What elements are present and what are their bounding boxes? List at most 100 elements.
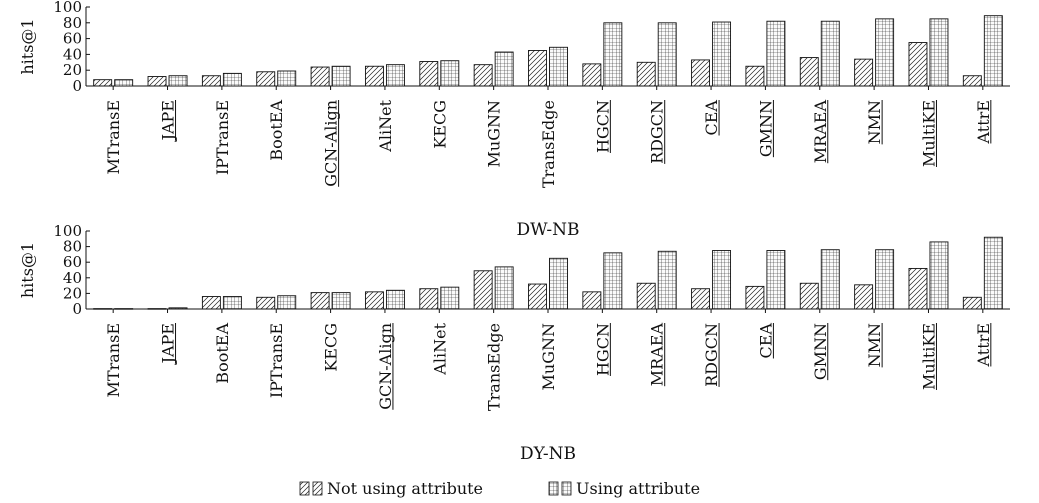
chart-title: DW-NB xyxy=(517,220,580,240)
x-tick-label-gcn-align: GCN-Align xyxy=(376,323,395,410)
bar-bootea-not-using-attribute xyxy=(201,296,221,310)
bar-transedge-using-attribute xyxy=(549,46,568,87)
bar-hgcn-not-using-attribute xyxy=(582,291,602,310)
bar-hgcn-using-attribute xyxy=(603,22,623,87)
x-tick-label-hgcn: HGCN xyxy=(593,100,612,153)
x-tick-label-mraea: MRAEA xyxy=(811,100,830,164)
bar-jape-not-using-attribute xyxy=(147,76,167,87)
y-tick-label: 0 xyxy=(72,300,82,318)
bar-jape-using-attribute xyxy=(168,75,188,87)
x-tick-label-jape: JAPE xyxy=(159,323,178,365)
bar-nmn-not-using-attribute xyxy=(854,284,874,310)
bar-nmn-using-attribute xyxy=(875,18,895,87)
y-axis-label: hits@1 xyxy=(18,18,37,74)
legend-label-not-using-attribute: Not using attribute xyxy=(327,479,483,498)
x-tick-label-gmnn: GMNN xyxy=(811,323,830,380)
bar-bootea-using-attribute xyxy=(277,70,297,87)
bar-gcn-align-not-using-attribute xyxy=(364,291,384,310)
bar-cea-not-using-attribute xyxy=(691,59,711,87)
bar-mugnn-not-using-attribute xyxy=(473,64,493,87)
bar-transedge-not-using-attribute xyxy=(528,50,547,87)
legend-swatch-not-using-attribute-b xyxy=(312,481,323,496)
bar-multike-using-attribute xyxy=(929,18,949,87)
x-tick-label-attre: AttrE xyxy=(974,323,993,367)
bar-iptranse-using-attribute xyxy=(222,72,242,87)
bar-gmnn-not-using-attribute xyxy=(799,282,819,310)
bar-gmnn-using-attribute xyxy=(766,20,786,87)
y-tick-label: 100 xyxy=(53,0,82,16)
bar-rdgcn-not-using-attribute xyxy=(691,288,711,310)
bar-jape-using-attribute xyxy=(168,307,188,310)
bar-rdgcn-using-attribute xyxy=(657,22,677,87)
x-tick-label-alinet: AliNet xyxy=(376,99,395,152)
x-tick-label-iptranse: IPTransE xyxy=(267,323,286,398)
x-tick-label-bootea: BootEA xyxy=(213,323,232,384)
bar-bootea-not-using-attribute xyxy=(256,71,276,87)
bar-alinet-not-using-attribute xyxy=(364,65,384,87)
x-tick-label-rdgcn: RDGCN xyxy=(702,323,721,387)
bar-iptranse-using-attribute xyxy=(277,295,297,310)
x-tick-label-mraea: MRAEA xyxy=(648,323,667,387)
bar-multike-not-using-attribute xyxy=(908,267,928,310)
x-tick-label-nmn: NMN xyxy=(865,323,884,367)
x-tick-label-gcn-align: GCN-Align xyxy=(322,100,341,187)
bar-mraea-not-using-attribute xyxy=(799,57,819,87)
bar-gcn-align-not-using-attribute xyxy=(310,66,330,87)
bar-cea-using-attribute xyxy=(766,250,786,310)
legend-swatch-not-using-attribute-a xyxy=(299,481,310,496)
bar-multike-using-attribute xyxy=(929,241,949,310)
x-tick-label-transedge: TransEdge xyxy=(539,100,558,188)
bar-bootea-using-attribute xyxy=(222,296,242,310)
bar-cea-using-attribute xyxy=(712,21,732,87)
bar-rdgcn-not-using-attribute xyxy=(636,61,656,87)
bar-gcn-align-using-attribute xyxy=(331,65,351,87)
x-tick-label-hgcn: HGCN xyxy=(593,323,612,376)
x-tick-label-cea: CEA xyxy=(756,323,775,359)
bar-gcn-align-using-attribute xyxy=(385,289,405,310)
chart-title: DY-NB xyxy=(520,444,576,464)
x-tick-label-mugnn: MuGNN xyxy=(485,100,504,167)
y-tick-label: 20 xyxy=(63,61,82,79)
y-tick-label: 100 xyxy=(53,222,82,240)
bar-kecg-using-attribute xyxy=(331,292,351,310)
bar-mtranse-not-using-attribute xyxy=(93,79,113,87)
bar-kecg-not-using-attribute xyxy=(310,292,330,310)
bar-alinet-using-attribute xyxy=(440,286,460,310)
bar-mugnn-not-using-attribute xyxy=(528,283,547,310)
x-tick-label-multike: MultiKE xyxy=(919,100,938,167)
x-tick-label-gmnn: GMNN xyxy=(756,100,775,157)
bar-cea-not-using-attribute xyxy=(745,285,765,310)
bar-mugnn-using-attribute xyxy=(549,257,568,310)
bar-nmn-using-attribute xyxy=(875,249,895,310)
bar-alinet-using-attribute xyxy=(385,64,405,87)
bar-iptranse-not-using-attribute xyxy=(201,75,221,87)
y-tick-label: 80 xyxy=(63,238,82,256)
bar-mraea-using-attribute xyxy=(657,250,677,310)
bar-rdgcn-using-attribute xyxy=(712,250,732,310)
x-tick-label-jape: JAPE xyxy=(159,100,178,142)
x-tick-label-kecg: KECG xyxy=(430,100,449,149)
y-tick-label: 60 xyxy=(63,30,82,48)
x-tick-label-rdgcn: RDGCN xyxy=(648,100,667,164)
legend: Not using attribute Using attribute xyxy=(299,479,700,498)
bar-transedge-not-using-attribute xyxy=(473,270,493,310)
bar-iptranse-not-using-attribute xyxy=(256,296,276,310)
bar-hgcn-not-using-attribute xyxy=(582,63,602,87)
bar-attre-using-attribute xyxy=(983,15,1003,87)
x-tick-label-transedge: TransEdge xyxy=(485,323,504,411)
x-tick-label-nmn: NMN xyxy=(865,100,884,144)
bar-transedge-using-attribute xyxy=(494,266,514,310)
y-tick-label: 0 xyxy=(72,77,82,95)
bar-mtranse-using-attribute xyxy=(114,308,134,310)
bar-attre-using-attribute xyxy=(983,236,1003,310)
bar-mraea-using-attribute xyxy=(820,20,840,87)
bar-jape-not-using-attribute xyxy=(147,308,167,310)
x-tick-label-bootea: BootEA xyxy=(267,100,286,161)
y-tick-label: 20 xyxy=(63,284,82,302)
bar-multike-not-using-attribute xyxy=(908,42,928,87)
x-tick-label-kecg: KECG xyxy=(322,323,341,372)
bar-mtranse-using-attribute xyxy=(114,79,134,87)
y-tick-label: 60 xyxy=(63,253,82,271)
y-tick-label: 40 xyxy=(63,269,82,287)
